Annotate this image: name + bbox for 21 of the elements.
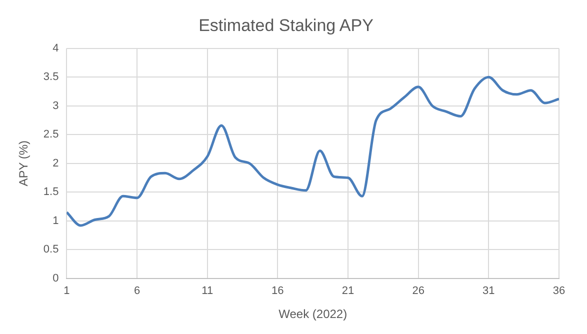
y-tick-label: 1 bbox=[52, 214, 59, 227]
x-tick-label: 1 bbox=[64, 285, 70, 298]
x-tick-label: 16 bbox=[272, 285, 284, 298]
y-tick-label: 4 bbox=[52, 42, 59, 54]
y-axis-title: APY (%) bbox=[16, 140, 31, 186]
x-tick-label: 36 bbox=[552, 285, 566, 298]
line-series bbox=[66, 76, 559, 227]
y-tick-label: 2 bbox=[52, 157, 59, 170]
y-tick-label: 3.5 bbox=[43, 71, 59, 84]
x-axis-title: Week (2022) bbox=[278, 307, 348, 322]
x-tick-label: 31 bbox=[482, 285, 495, 298]
x-tick-label: 11 bbox=[202, 285, 214, 298]
chart-title: Estimated Staking APY bbox=[198, 16, 374, 35]
x-tick-label: 6 bbox=[134, 285, 140, 298]
x-tick-label: 21 bbox=[342, 285, 354, 298]
y-tick-label: 3 bbox=[52, 100, 59, 112]
y-tick-label: 2.5 bbox=[43, 128, 59, 141]
y-tick-label: 1.5 bbox=[43, 186, 59, 198]
y-tick-label: 0.5 bbox=[43, 244, 59, 256]
y-tick-label: 0 bbox=[52, 272, 59, 284]
x-tick-label: 26 bbox=[412, 285, 424, 298]
